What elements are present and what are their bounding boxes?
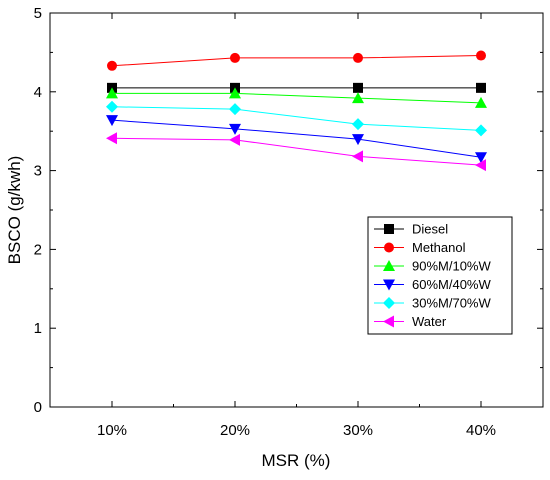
data-point-water [229, 133, 240, 146]
series-methanol [107, 50, 486, 71]
x-tick-label: 10% [97, 422, 127, 439]
data-point-30-m-70-w [106, 100, 118, 113]
y-axis-title: BSCO (g/kwh) [5, 156, 24, 265]
y-tick-label: 4 [34, 84, 42, 101]
series-line-90-m-10-w [112, 92, 482, 104]
series-30-m-70-w [106, 100, 487, 137]
legend-label-90-m-10-w: 90%M/10%W [412, 259, 491, 274]
y-tick-label: 3 [34, 163, 42, 180]
data-point-methanol [107, 60, 117, 71]
data-point-water [352, 150, 363, 163]
series-water [106, 132, 486, 172]
data-point-90-m-10-w [352, 92, 364, 104]
data-point-methanol [353, 52, 363, 63]
data-point-diesel [353, 82, 363, 93]
legend: Diesel Methanol 90%M/10%W 60%M/40%W 30%M/70%… [367, 216, 513, 335]
legend-marker-methanol [384, 242, 394, 253]
legend-label-30-m-70-w: 30%M/70%W [412, 296, 491, 311]
data-point-60-m-40-w [475, 152, 487, 164]
series-line-water [111, 137, 482, 166]
legend-marker-diesel [384, 224, 394, 234]
y-tick-label: 5 [34, 5, 42, 22]
legend-label-water: Water [412, 314, 447, 329]
x-tick-label: 40% [466, 422, 496, 439]
data-point-60-m-40-w [352, 134, 364, 146]
series-90-m-10-w [106, 87, 487, 108]
series-line-methanol [111, 55, 482, 67]
data-point-60-m-40-w [229, 123, 241, 135]
series-line-60-m-40-w [111, 119, 482, 158]
data-point-30-m-70-w [352, 118, 364, 131]
legend-label-60-m-40-w: 60%M/40%W [412, 277, 491, 292]
data-point-90-m-10-w [229, 87, 241, 99]
data-point-30-m-70-w [229, 103, 241, 116]
y-tick-label: 2 [34, 241, 42, 258]
legend-marker-30-m-70-w [383, 297, 395, 309]
data-point-water [106, 132, 117, 145]
x-axis-title: MSR (%) [262, 451, 331, 470]
series-60-m-40-w [106, 115, 487, 164]
data-point-90-m-10-w [106, 87, 118, 99]
data-point-methanol [230, 52, 240, 63]
data-point-30-m-70-w [475, 124, 487, 137]
legend-marker-60-m-40-w [383, 279, 395, 291]
plot-frame [49, 12, 544, 408]
data-point-methanol [476, 50, 486, 61]
data-point-diesel [476, 82, 486, 93]
y-tick-label: 1 [34, 320, 42, 337]
y-tick-label: 0 [34, 399, 42, 416]
legend-label-diesel: Diesel [412, 222, 448, 237]
legend-box [367, 216, 513, 335]
legend-label-methanol: Methanol [412, 240, 466, 255]
data-point-90-m-10-w [475, 96, 487, 108]
x-tick-label: 20% [220, 422, 250, 439]
data-point-60-m-40-w [106, 115, 118, 127]
data-point-water [475, 159, 486, 172]
legend-marker-90-m-10-w [383, 260, 395, 271]
series-diesel [107, 82, 486, 93]
series-line-30-m-70-w [111, 106, 482, 131]
x-tick-label: 30% [343, 422, 373, 439]
legend-marker-water [383, 315, 394, 328]
